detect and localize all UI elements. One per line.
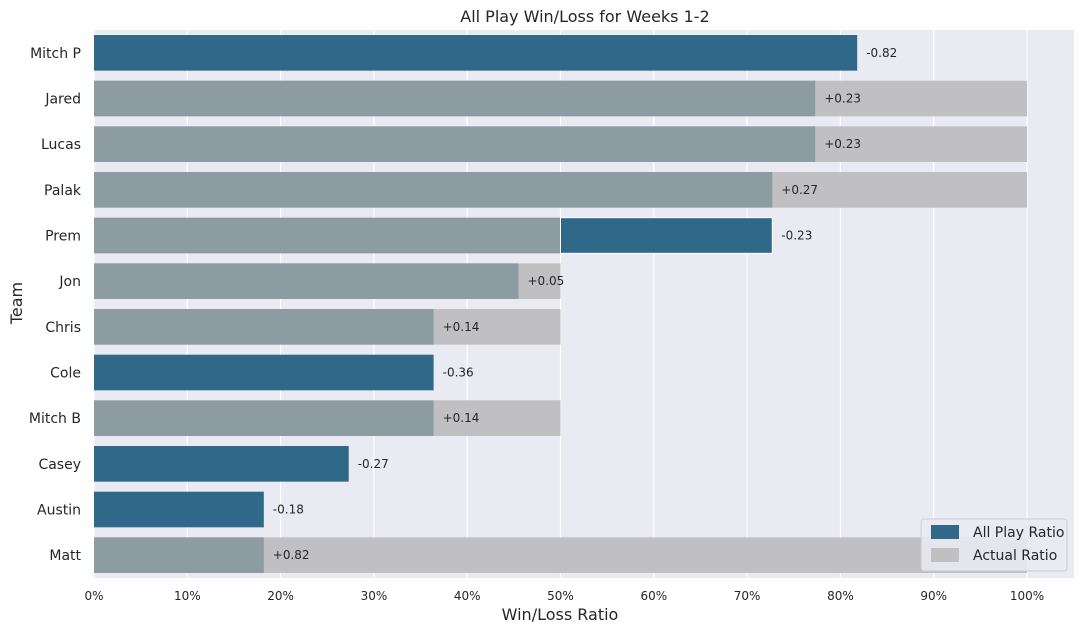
all-play-ratio-bar bbox=[94, 400, 434, 436]
team-tick-label: Prem bbox=[45, 229, 81, 245]
team-tick-label: Mitch P bbox=[30, 46, 81, 62]
bar-value-label: +0.14 bbox=[443, 411, 480, 425]
team-tick-labels: Mitch P Jared Lucas Palak Prem Jon Chris Cole Mi… bbox=[29, 46, 82, 564]
all-play-ratio-bar bbox=[94, 491, 264, 528]
x-tick-label: 20% bbox=[267, 589, 294, 603]
all-play-ratio-bar bbox=[94, 126, 816, 162]
bar-value-label: +0.82 bbox=[273, 548, 310, 562]
x-tick-label: 50% bbox=[547, 589, 574, 603]
x-tick-labels: 0% 10% 20% 30% 40% 50% 60% 70% 80% 90% 100% bbox=[84, 589, 1044, 603]
team-tick-label: Austin bbox=[37, 503, 81, 519]
all-play-ratio-bars bbox=[94, 35, 858, 573]
legend: All Play Ratio Actual Ratio bbox=[920, 518, 1068, 572]
bar-value-label: +0.23 bbox=[824, 137, 861, 151]
plot-background bbox=[94, 30, 1074, 578]
team-tick-label: Lucas bbox=[41, 137, 81, 153]
team-tick-label: Palak bbox=[44, 183, 82, 199]
all-play-ratio-bar bbox=[94, 537, 264, 573]
x-tick-label: 70% bbox=[734, 589, 761, 603]
all-play-ratio-bar bbox=[94, 263, 519, 299]
team-tick-label: Mitch B bbox=[29, 411, 81, 427]
team-tick-label: Matt bbox=[49, 548, 81, 564]
x-axis-title: Win/Loss Ratio bbox=[502, 605, 619, 624]
team-tick-label: Casey bbox=[38, 457, 81, 473]
grid-lines bbox=[93, 30, 1028, 578]
chart-title: All Play Win/Loss for Weeks 1-2 bbox=[460, 7, 709, 26]
team-tick-label: Chris bbox=[45, 320, 81, 336]
x-tick-label: 60% bbox=[640, 589, 667, 603]
all-play-ratio-bar-overlap bbox=[94, 217, 561, 254]
all-play-ratio-bar bbox=[94, 35, 858, 71]
all-play-ratio-bar bbox=[94, 172, 773, 208]
x-tick-label: 0% bbox=[84, 589, 103, 603]
legend-label-all-play: All Play Ratio bbox=[973, 525, 1064, 541]
bar-value-label: -0.36 bbox=[443, 366, 474, 380]
bar-value-label: -0.23 bbox=[781, 229, 812, 243]
team-tick-label: Cole bbox=[50, 366, 81, 382]
bar-value-labels: -0.82 +0.23 +0.23 +0.27 -0.23 +0.05 +0.14 -0.36… bbox=[273, 46, 897, 562]
all-play-ratio-bar bbox=[94, 309, 434, 345]
team-tick-label: Jared bbox=[44, 92, 81, 108]
x-tick-label: 80% bbox=[827, 589, 854, 603]
all-play-ratio-bar bbox=[94, 446, 349, 482]
legend-swatch-actual bbox=[931, 548, 959, 562]
x-tick-label: 10% bbox=[174, 589, 201, 603]
x-tick-label: 30% bbox=[361, 589, 388, 603]
legend-label-actual: Actual Ratio bbox=[973, 548, 1057, 564]
legend-swatch-all-play bbox=[931, 525, 959, 539]
x-tick-label: 40% bbox=[454, 589, 481, 603]
y-axis-title: Team bbox=[7, 282, 26, 325]
all-play-ratio-bar bbox=[94, 354, 434, 391]
all-play-ratio-bar bbox=[94, 80, 816, 117]
team-tick-label: Jon bbox=[58, 274, 81, 290]
bar-value-label: +0.05 bbox=[528, 274, 565, 288]
bar-value-label: +0.23 bbox=[824, 92, 861, 106]
x-tick-label: 90% bbox=[920, 589, 947, 603]
bar-value-label: -0.82 bbox=[866, 46, 897, 60]
all-play-ratio-bar bbox=[560, 217, 773, 254]
bar-value-label: -0.27 bbox=[358, 457, 389, 471]
bar-value-label: +0.14 bbox=[443, 320, 480, 334]
x-tick-label: 100% bbox=[1010, 589, 1044, 603]
bar-value-label: +0.27 bbox=[781, 183, 818, 197]
bar-value-label: -0.18 bbox=[273, 503, 304, 517]
